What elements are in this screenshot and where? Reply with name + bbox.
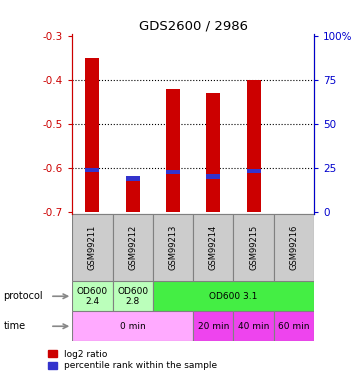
Text: 60 min: 60 min bbox=[278, 322, 310, 331]
Bar bbox=[85, 168, 99, 172]
Bar bbox=[72, 214, 113, 281]
Text: OD600
2.8: OD600 2.8 bbox=[117, 286, 148, 306]
Text: 20 min: 20 min bbox=[197, 322, 229, 331]
Text: 0 min: 0 min bbox=[120, 322, 145, 331]
Bar bbox=[274, 214, 314, 281]
Bar bbox=[126, 176, 140, 181]
Bar bbox=[113, 281, 153, 311]
Text: GSM99216: GSM99216 bbox=[290, 225, 299, 270]
Bar bbox=[274, 311, 314, 341]
Bar bbox=[234, 311, 274, 341]
Bar bbox=[126, 181, 140, 212]
Bar bbox=[247, 80, 261, 212]
Legend: log2 ratio, percentile rank within the sample: log2 ratio, percentile rank within the s… bbox=[48, 350, 217, 370]
Text: 40 min: 40 min bbox=[238, 322, 269, 331]
Bar bbox=[72, 311, 193, 341]
Bar bbox=[166, 88, 180, 212]
Text: GSM99214: GSM99214 bbox=[209, 225, 218, 270]
Bar bbox=[153, 214, 193, 281]
Bar bbox=[85, 58, 99, 211]
Text: GSM99212: GSM99212 bbox=[128, 225, 137, 270]
Text: GSM99211: GSM99211 bbox=[88, 225, 97, 270]
Text: protocol: protocol bbox=[4, 291, 43, 301]
Bar bbox=[247, 169, 261, 173]
Bar bbox=[206, 174, 220, 178]
Text: GSM99215: GSM99215 bbox=[249, 225, 258, 270]
Bar bbox=[193, 214, 234, 281]
Bar bbox=[72, 281, 113, 311]
Bar bbox=[234, 214, 274, 281]
Text: OD600 3.1: OD600 3.1 bbox=[209, 292, 258, 301]
Text: OD600
2.4: OD600 2.4 bbox=[77, 286, 108, 306]
Text: time: time bbox=[4, 321, 26, 331]
Bar bbox=[206, 93, 220, 212]
Bar bbox=[153, 281, 314, 311]
Bar bbox=[193, 311, 234, 341]
Text: GSM99213: GSM99213 bbox=[169, 225, 178, 270]
Bar bbox=[113, 214, 153, 281]
Bar bbox=[166, 170, 180, 174]
Title: GDS2600 / 2986: GDS2600 / 2986 bbox=[139, 20, 248, 33]
